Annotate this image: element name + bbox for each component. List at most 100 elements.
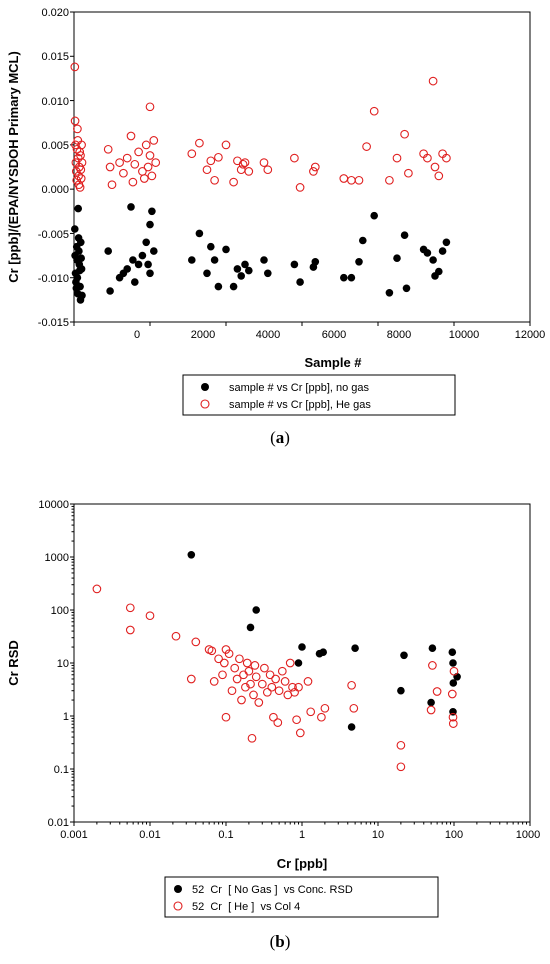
data-point-he-gas: [432, 687, 442, 696]
data-point-no-gas: [144, 260, 152, 269]
tick-marks-a: [70, 11, 531, 326]
data-point-he-gas: [105, 162, 115, 172]
data-point-he-gas: [119, 168, 128, 178]
panel-a: -0.015 -0.010 -0.005 0.000 0.005 0.010 0…: [6, 7, 545, 447]
data-point-he-gas: [218, 670, 227, 680]
data-point-no-gas: [427, 698, 435, 707]
data-point-he-gas: [265, 670, 275, 680]
data-point-he-gas: [244, 666, 254, 676]
data-point-he-gas: [239, 670, 248, 680]
data-point-no-gas: [319, 648, 328, 656]
data-point-no-gas: [311, 258, 320, 266]
data-point-he-gas: [134, 147, 143, 157]
data-point-he-gas: [434, 171, 444, 181]
data-marks-b: [92, 551, 461, 772]
data-point-he-gas: [227, 686, 237, 696]
y-tick-label: 100: [51, 605, 69, 617]
y-tick-label: 1000: [45, 552, 69, 564]
data-point-no-gas: [355, 258, 363, 266]
x-tick-label: 12000: [515, 329, 546, 341]
data-point-he-gas: [240, 158, 250, 167]
data-point-he-gas: [404, 168, 413, 178]
data-point-no-gas: [423, 249, 432, 257]
data-point-he-gas: [232, 674, 242, 684]
data-point-he-gas: [249, 690, 258, 700]
y-tick-label: 0.010: [41, 96, 69, 108]
data-point-he-gas: [250, 661, 260, 670]
data-point-no-gas: [123, 265, 131, 273]
data-point-no-gas: [298, 643, 306, 651]
data-point-he-gas: [230, 663, 240, 673]
data-point-he-gas: [259, 158, 269, 167]
legend-marker-no-gas: [201, 383, 209, 391]
data-point-he-gas: [71, 140, 80, 150]
data-point-no-gas: [290, 260, 299, 269]
x-tick-label: 4000: [256, 329, 280, 341]
caption-letter-a: a: [276, 428, 285, 447]
y-tick-label: -0.010: [38, 273, 69, 285]
data-point-he-gas: [187, 149, 197, 159]
x-tick-label: 0.1: [218, 829, 233, 841]
data-point-he-gas: [74, 171, 83, 181]
data-point-he-gas: [269, 712, 278, 722]
data-point-no-gas: [131, 278, 139, 286]
data-point-no-gas: [77, 254, 85, 262]
panel-b: 0.01 0.1 1 10 100 1000 10000 0.001 0.01 …: [6, 499, 540, 951]
data-point-he-gas: [145, 151, 155, 160]
data-point-he-gas: [244, 167, 254, 176]
data-point-he-gas: [294, 682, 303, 692]
data-point-no-gas: [187, 551, 196, 559]
y-tick-label: 0.1: [54, 764, 69, 776]
data-marks-a: [70, 62, 451, 304]
data-point-no-gas: [448, 648, 457, 656]
data-point-no-gas: [75, 247, 83, 255]
y-tick-label: 10: [57, 658, 69, 670]
data-point-no-gas: [146, 220, 154, 229]
data-point-he-gas: [303, 677, 313, 686]
legend-b: 52 Cr [ No Gas ] vs Conc. RSD 52 Cr [ He…: [164, 876, 439, 918]
data-point-no-gas: [150, 247, 158, 255]
y-tick-label: 1: [63, 711, 69, 723]
data-point-he-gas: [125, 625, 135, 635]
legend-a: sample # vs Cr [ppb], no gas sample # vs…: [182, 374, 456, 416]
data-point-no-gas: [370, 211, 379, 220]
data-point-he-gas: [347, 680, 356, 690]
data-point-he-gas: [396, 740, 406, 750]
data-point-he-gas: [400, 129, 409, 139]
data-point-he-gas: [221, 712, 231, 722]
data-point-no-gas: [106, 287, 114, 295]
data-point-he-gas: [238, 159, 248, 169]
y-tick-label: 0.000: [41, 184, 69, 196]
data-point-he-gas: [349, 703, 359, 713]
data-point-he-gas: [130, 159, 140, 169]
data-point-he-gas: [354, 175, 364, 185]
data-point-no-gas: [142, 238, 150, 247]
x-tick-label: 6000: [322, 329, 346, 341]
data-point-he-gas: [430, 162, 440, 172]
data-point-no-gas: [188, 256, 196, 264]
data-point-no-gas: [71, 225, 79, 233]
data-point-no-gas: [76, 282, 84, 291]
data-point-he-gas: [447, 689, 457, 699]
data-point-he-gas: [73, 124, 82, 134]
x-tick-label: 0: [134, 329, 140, 341]
data-point-he-gas: [392, 153, 402, 163]
data-point-he-gas: [143, 162, 153, 172]
data-point-no-gas: [214, 282, 223, 291]
data-point-he-gas: [288, 682, 297, 692]
y-tick-label: 0.01: [48, 817, 69, 829]
data-point-he-gas: [207, 646, 217, 656]
legend-marker-no-gas: [174, 885, 182, 893]
data-point-no-gas: [264, 269, 272, 278]
data-point-he-gas: [221, 140, 231, 150]
data-point-he-gas: [126, 131, 136, 141]
data-point-no-gas: [296, 278, 304, 286]
data-point-he-gas: [448, 719, 458, 728]
data-point-he-gas: [320, 703, 330, 713]
data-point-he-gas: [251, 672, 261, 682]
data-point-no-gas: [129, 256, 137, 264]
data-point-he-gas: [206, 156, 216, 166]
data-point-he-gas: [257, 679, 267, 689]
data-point-he-gas: [235, 654, 244, 664]
data-point-he-gas: [75, 183, 85, 192]
